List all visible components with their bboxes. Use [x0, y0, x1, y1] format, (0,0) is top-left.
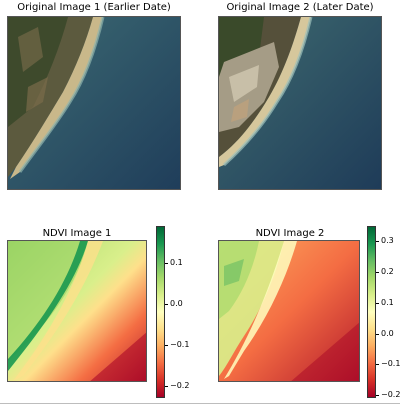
colorbar-tick-label: 0.1: [170, 258, 183, 267]
colorbar-tick-label: 0.0: [170, 299, 183, 308]
ndvi-image-2: [218, 240, 360, 382]
colorbar-tick-label: −0.2: [170, 381, 190, 390]
original-image-2: [218, 16, 382, 190]
ndvi-2-colorbar: [367, 226, 376, 398]
colorbar-tick-label: −0.1: [381, 359, 400, 368]
colorbar-tick-label: 0.2: [381, 267, 394, 276]
colorbar-tick-label: −0.2: [381, 390, 400, 399]
original-image-2-title: Original Image 2 (Later Date): [226, 2, 374, 13]
satellite-image-1: [8, 17, 180, 189]
ndvi-image-1: [7, 240, 147, 382]
ndvi-image-1-title: NDVI Image 1: [42, 228, 112, 239]
colorbar-tick-mark: [165, 304, 168, 305]
colorbar-tick-label: 0.0: [381, 329, 394, 338]
satellite-image-2: [219, 17, 381, 189]
colorbar-tick-mark: [376, 334, 379, 335]
original-image-1-title: Original Image 1 (Earlier Date): [17, 2, 171, 13]
ndvi-image-2-title: NDVI Image 2: [255, 228, 325, 239]
ndvi-heatmap-2: [219, 241, 359, 381]
colorbar-tick-mark: [376, 241, 379, 242]
ndvi-1-colorbar: [156, 226, 165, 398]
colorbar-tick-mark: [376, 395, 379, 396]
colorbar-tick-mark: [165, 345, 168, 346]
ndvi-heatmap-1: [8, 241, 146, 381]
original-image-1: [7, 16, 181, 190]
colorbar-tick-mark: [165, 263, 168, 264]
colorbar-tick-label: −0.1: [170, 340, 190, 349]
colorbar-tick-mark: [165, 386, 168, 387]
figure-bottom-border: [0, 403, 400, 404]
colorbar-tick-mark: [376, 272, 379, 273]
colorbar-tick-label: 0.3: [381, 236, 394, 245]
colorbar-tick-mark: [376, 303, 379, 304]
colorbar-tick-mark: [376, 364, 379, 365]
colorbar-tick-label: 0.1: [381, 298, 394, 307]
